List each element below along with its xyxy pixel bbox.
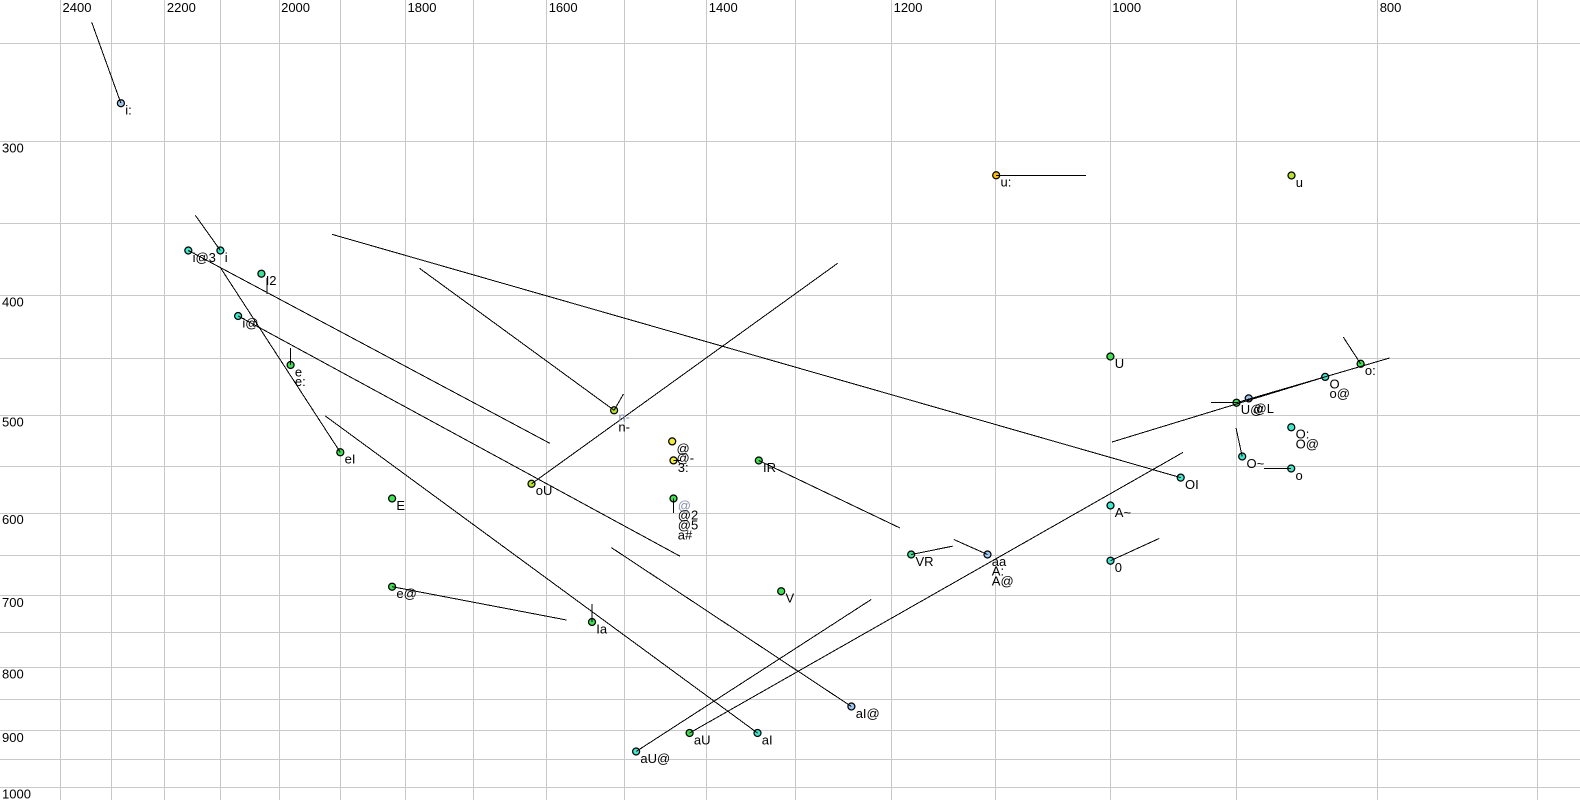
svg-text:O~: O~ — [1247, 456, 1265, 471]
svg-text:@-: @- — [677, 451, 695, 466]
svg-text:I2: I2 — [266, 273, 277, 288]
svg-text:700: 700 — [2, 595, 24, 610]
svg-text:U: U — [1115, 356, 1124, 371]
svg-text:aI@: aI@ — [856, 706, 880, 721]
svg-text:aU@: aU@ — [640, 751, 670, 766]
svg-text:E: E — [396, 498, 405, 513]
svg-text:900: 900 — [2, 730, 24, 745]
svg-text:0: 0 — [1115, 560, 1122, 575]
svg-text:eI: eI — [345, 452, 356, 467]
svg-text:e@: e@ — [396, 586, 416, 601]
svg-text:1800: 1800 — [408, 0, 437, 15]
svg-text:e: e — [295, 364, 302, 379]
svg-text:V: V — [786, 591, 795, 606]
svg-text:VR: VR — [916, 554, 934, 569]
svg-text:600: 600 — [2, 512, 24, 527]
svg-text:u: u — [1296, 175, 1303, 190]
svg-text:i@: i@ — [242, 315, 258, 330]
svg-text:Ia: Ia — [596, 621, 608, 636]
svg-text:aa: aa — [992, 554, 1007, 569]
svg-text:1400: 1400 — [709, 0, 738, 15]
svg-text:300: 300 — [2, 140, 24, 155]
svg-text:@: @ — [677, 441, 690, 456]
svg-text:o: o — [1296, 468, 1303, 483]
svg-text:2000: 2000 — [281, 0, 310, 15]
svg-text:o:: o: — [1365, 363, 1376, 378]
svg-text:O: O — [1330, 376, 1340, 391]
svg-text:3:: 3: — [678, 460, 689, 475]
svg-text:a#: a# — [678, 527, 693, 542]
svg-text:@L: @L — [1254, 401, 1274, 416]
svg-text:A~: A~ — [1115, 505, 1132, 520]
svg-text:O:: O: — [1296, 427, 1310, 442]
svg-text:i:: i: — [125, 103, 132, 118]
svg-text:500: 500 — [2, 414, 24, 429]
svg-text:U@: U@ — [1241, 402, 1264, 417]
svg-text:O@: O@ — [1296, 437, 1319, 452]
svg-text:1000: 1000 — [1112, 0, 1141, 15]
svg-text:@2: @2 — [678, 508, 698, 523]
svg-text:800: 800 — [1380, 0, 1402, 15]
svg-text:@: @ — [678, 498, 691, 513]
svg-text:1000: 1000 — [2, 786, 31, 800]
svg-text:n-: n- — [618, 420, 630, 435]
svg-text:n-: n- — [618, 410, 630, 425]
svg-text:o@: o@ — [1330, 386, 1350, 401]
svg-text:aU: aU — [694, 732, 711, 747]
svg-text:1200: 1200 — [894, 0, 923, 15]
svg-text:2400: 2400 — [63, 0, 92, 15]
svg-text:e:: e: — [295, 374, 306, 389]
svg-text:u:: u: — [1001, 175, 1012, 190]
svg-text:IR: IR — [763, 460, 776, 475]
svg-text:OI: OI — [1185, 477, 1199, 492]
svg-text:A:: A: — [992, 564, 1004, 579]
svg-text:oU: oU — [536, 483, 553, 498]
svg-text:i: i — [225, 250, 228, 265]
svg-text:A@: A@ — [992, 574, 1014, 589]
svg-text:i@3: i@3 — [193, 250, 216, 265]
svg-text:aI: aI — [762, 732, 773, 747]
svg-text:2200: 2200 — [167, 0, 196, 15]
svg-text:800: 800 — [2, 667, 24, 682]
svg-text:400: 400 — [2, 295, 24, 310]
svg-text:@5: @5 — [678, 518, 698, 533]
svg-text:1600: 1600 — [549, 0, 578, 15]
